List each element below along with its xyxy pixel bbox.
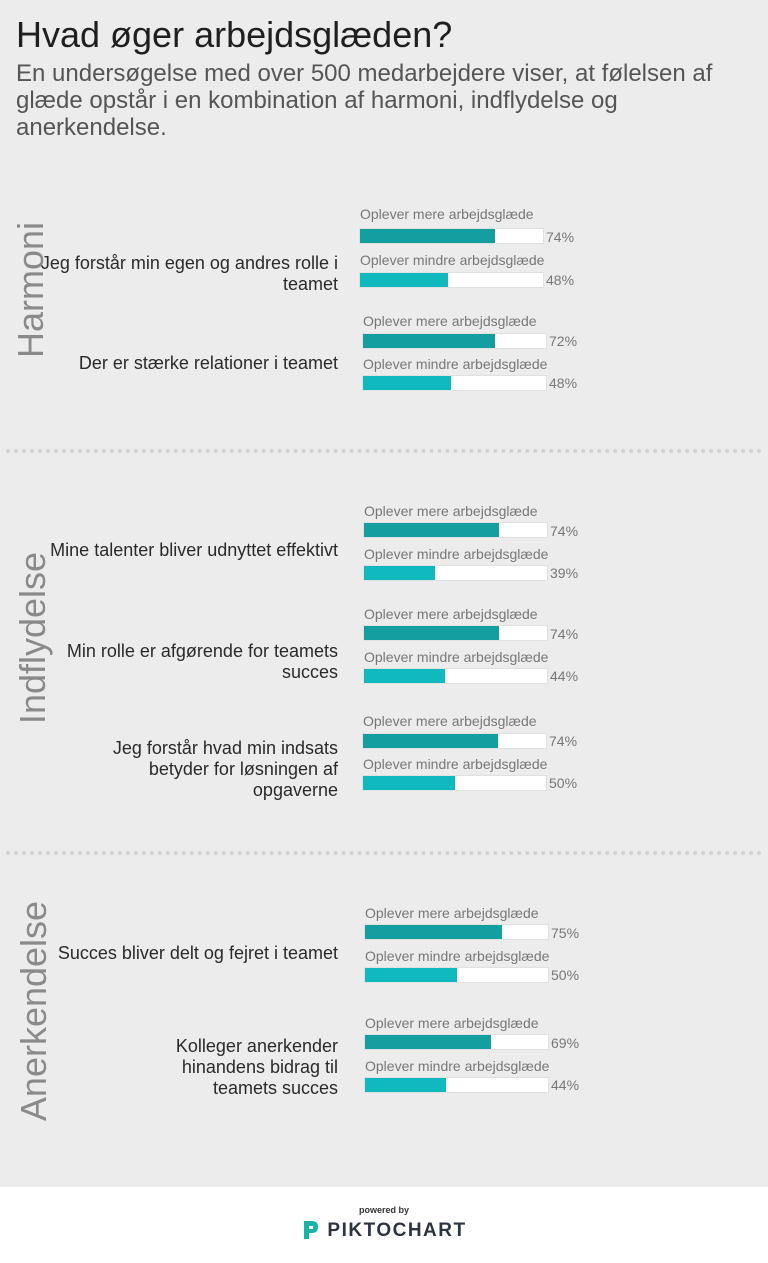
value-label-less: 39% (550, 565, 579, 581)
value-label-less: 44% (551, 1077, 580, 1093)
bar-track (364, 967, 549, 983)
bar-track (363, 565, 548, 581)
powered-by-label: powered by (358, 1205, 409, 1215)
bar-more (365, 925, 503, 939)
bar-more (364, 523, 500, 537)
value-label-more: 74% (550, 626, 579, 642)
statement-label: Succes bliver delt og fejret i teamet (57, 943, 338, 963)
bar-track (362, 775, 547, 791)
brand-name: PIKTOCHART (327, 1220, 467, 1241)
bar-group: Oplever mere arbejdsglæde 74% Oplever mi… (362, 713, 592, 803)
series-label-more: Oplever mere arbejdsglæde (363, 713, 537, 729)
bar-more (363, 734, 499, 748)
series-label-more: Oplever mere arbejdsglæde (364, 606, 538, 622)
bar-track (363, 522, 548, 538)
bar-track (363, 625, 548, 641)
series-label-more: Oplever mere arbejdsglæde (365, 905, 539, 921)
value-label-less: 48% (549, 375, 578, 391)
section-label-anerkendelse: Anerkendelse (13, 900, 54, 1122)
statement-label: Mine talenter bliver udnyttet effektivt (50, 540, 338, 560)
series-label-less: Oplever mindre arbejdsglæde (365, 1058, 550, 1074)
statement-label: Der er stærke relationer i teamet (78, 353, 338, 373)
bar-track (364, 1034, 549, 1050)
bar-more (364, 626, 500, 640)
series-label-less: Oplever mindre arbejdsglæde (360, 252, 545, 268)
bar-group: Oplever mere arbejdsglæde 75% Oplever mi… (364, 905, 594, 995)
bar-track (359, 272, 544, 288)
value-label-less: 48% (546, 272, 575, 288)
series-label-more: Oplever mere arbejdsglæde (363, 313, 537, 329)
value-label-more: 72% (549, 333, 578, 349)
statement-label: Min rolle er afgørende for teamets succe… (66, 641, 338, 682)
value-label-more: 74% (549, 733, 578, 749)
bar-group: Oplever mere arbejdsglæde 74% Oplever mi… (363, 503, 593, 593)
bar-more (363, 334, 495, 348)
bar-less (364, 566, 436, 580)
value-label-less: 44% (550, 668, 579, 684)
series-label-less: Oplever mindre arbejdsglæde (365, 948, 550, 964)
bar-track (359, 228, 544, 244)
value-label-more: 74% (550, 523, 579, 539)
bar-less (363, 776, 455, 790)
series-label-less: Oplever mindre arbejdsglæde (364, 649, 549, 665)
bar-less (365, 1078, 446, 1092)
bar-less (365, 968, 457, 982)
series-label-more: Oplever mere arbejdsglæde (364, 503, 538, 519)
value-label-more: 74% (546, 229, 575, 245)
value-label-more: 69% (551, 1035, 580, 1051)
page-title: Hvad øger arbejdsglæden? (16, 14, 453, 55)
bar-track (364, 1077, 549, 1093)
value-label-less: 50% (551, 967, 580, 983)
section-label-indflydelse: Indflydelse (12, 551, 53, 725)
statement-label: Jeg forstår min egen og andres rolle i t… (40, 253, 338, 294)
bar-more (365, 1035, 492, 1049)
series-label-less: Oplever mindre arbejdsglæde (364, 546, 549, 562)
statement-label: Jeg forstår hvad min indsats betyder for… (112, 738, 338, 800)
series-label-more: Oplever mere arbejdsglæde (365, 1015, 539, 1031)
bar-group: Oplever mere arbejdsglæde 72% Oplever mi… (362, 313, 592, 403)
bar-group: Oplever mere arbejdsglæde 74% Oplever mi… (359, 206, 589, 296)
bar-group: Oplever mere arbejdsglæde 69% Oplever mi… (364, 1015, 594, 1105)
bar-less (363, 376, 451, 390)
brand-logo[interactable]: PIKTOCHART (0, 1219, 768, 1242)
bar-track (362, 375, 547, 391)
bar-less (360, 273, 448, 287)
bar-group: Oplever mere arbejdsglæde 74% Oplever mi… (363, 606, 593, 696)
section-divider (6, 449, 762, 453)
bar-track (362, 733, 547, 749)
series-label-more: Oplever mere arbejdsglæde (360, 206, 534, 222)
value-label-less: 50% (549, 775, 578, 791)
section-divider (6, 851, 762, 855)
page-subtitle: En undersøgelse med over 500 medarbejder… (16, 60, 713, 141)
statement-label: Kolleger anerkender hinandens bidrag til… (175, 1036, 338, 1098)
footer: powered by PIKTOCHART (0, 1187, 768, 1263)
series-label-less: Oplever mindre arbejdsglæde (363, 356, 548, 372)
piktochart-logo-icon (304, 1221, 319, 1239)
bar-less (364, 669, 445, 683)
bar-more (360, 229, 496, 243)
bar-track (362, 333, 547, 349)
value-label-more: 75% (551, 925, 580, 941)
bar-track (363, 668, 548, 684)
bar-track (364, 924, 549, 940)
series-label-less: Oplever mindre arbejdsglæde (363, 756, 548, 772)
